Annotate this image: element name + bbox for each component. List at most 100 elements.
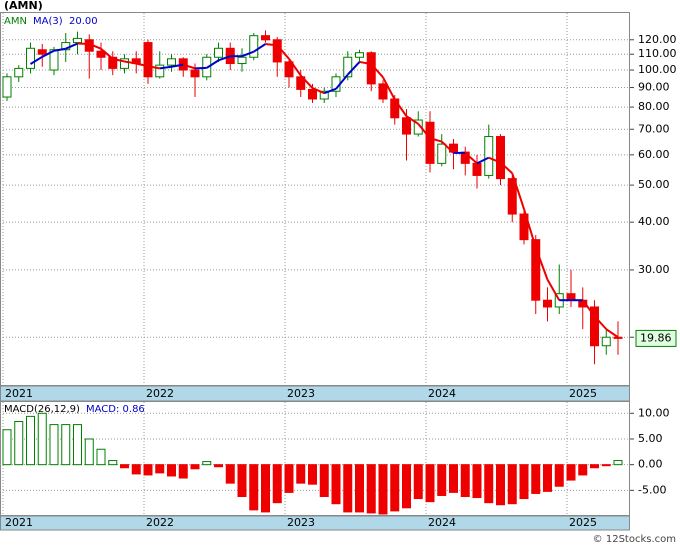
- y-tick-label: 10.00: [638, 406, 670, 419]
- x-tick-label: 2024: [428, 387, 456, 400]
- macd-bar: [567, 465, 575, 480]
- macd-bar: [144, 465, 152, 475]
- chart-title: (AMN): [4, 0, 43, 12]
- macd-bar: [403, 465, 411, 508]
- macd-bar: [332, 465, 340, 504]
- macd-frame: [1, 402, 630, 516]
- candle-body: [544, 300, 552, 307]
- macd-bar: [3, 430, 11, 465]
- macd-bar: [461, 465, 469, 497]
- macd-bar: [391, 465, 399, 511]
- candle-body: [74, 38, 82, 42]
- x-tick-label: 2024: [428, 516, 456, 529]
- macd-bar: [508, 465, 516, 504]
- candle-body: [379, 84, 387, 99]
- macd-bar: [555, 465, 563, 487]
- candle-body: [403, 118, 411, 134]
- macd-bar: [591, 465, 599, 468]
- macd-bar: [85, 439, 93, 465]
- macd-bar: [356, 465, 364, 512]
- candle-body: [614, 337, 622, 338]
- y-tick-label: 60.00: [638, 148, 670, 161]
- candle-body: [356, 53, 364, 58]
- ma-line: [54, 49, 66, 51]
- macd-bar: [320, 465, 328, 497]
- macd-bar: [309, 465, 317, 485]
- candle-body: [391, 99, 399, 118]
- y-tick-label: 120.00: [638, 33, 677, 46]
- macd-bar: [532, 465, 540, 494]
- macd-bar: [544, 465, 552, 492]
- macd-bar: [250, 465, 258, 510]
- macd-bar: [109, 461, 117, 465]
- price-frame: [1, 13, 630, 386]
- candle-body: [426, 122, 434, 163]
- y-tick-label: 30.00: [638, 263, 670, 276]
- macd-bar: [97, 449, 105, 464]
- x-tick-label: 2025: [569, 516, 597, 529]
- candle-body: [262, 36, 270, 40]
- macd-bar: [191, 465, 199, 469]
- y-tick-label: 40.00: [638, 215, 670, 228]
- x-tick-label: 2025: [569, 387, 597, 400]
- candle-body: [438, 144, 446, 163]
- macd-bar: [273, 465, 281, 503]
- y-tick-label: 50.00: [638, 178, 670, 191]
- macd-bar: [426, 465, 434, 502]
- x-tick-label: 2021: [5, 387, 33, 400]
- x-axis-strip: [1, 516, 630, 530]
- candle-body: [15, 68, 23, 76]
- candle-body: [497, 137, 505, 179]
- candle-body: [485, 137, 493, 176]
- y-tick-label: -5.00: [638, 483, 666, 496]
- macd-bar: [450, 465, 458, 493]
- ma-line: [266, 44, 278, 45]
- macd-bar: [344, 465, 352, 512]
- candle-body: [38, 50, 46, 54]
- candle-body: [215, 48, 223, 57]
- y-tick-label: 100.00: [638, 63, 677, 76]
- x-tick-label: 2021: [5, 516, 33, 529]
- macd-bar: [297, 465, 305, 483]
- macd-bar: [179, 465, 187, 478]
- macd-bar: [62, 425, 70, 465]
- candle-body: [250, 36, 258, 58]
- macd-bar: [215, 465, 223, 467]
- macd-bar: [497, 465, 505, 505]
- watermark: © 12Stocks.com: [593, 534, 676, 545]
- macd-bar: [602, 465, 610, 466]
- macd-bar: [38, 413, 46, 464]
- y-tick-label: 70.00: [638, 122, 670, 135]
- macd-bar: [132, 465, 140, 474]
- candle-body: [27, 48, 35, 68]
- ma-line: [606, 329, 618, 337]
- macd-bar: [367, 465, 375, 513]
- macd-bar: [520, 465, 528, 499]
- y-tick-label: 0.00: [638, 458, 663, 471]
- macd-bar: [156, 465, 164, 473]
- macd-bar: [203, 462, 211, 465]
- candle-body: [273, 40, 281, 62]
- x-tick-label: 2022: [146, 516, 174, 529]
- y-tick-label: 80.00: [638, 100, 670, 113]
- macd-bar: [74, 425, 82, 465]
- macd-bar: [285, 465, 293, 493]
- macd-bar: [226, 465, 234, 483]
- macd-bar: [473, 465, 481, 498]
- macd-bar: [168, 465, 176, 476]
- last-price-label: 19.86: [640, 331, 672, 344]
- legend-ma-value: 20.00: [69, 16, 98, 27]
- macd-bar: [238, 465, 246, 497]
- candle-body: [3, 77, 11, 97]
- x-tick-label: 2022: [146, 387, 174, 400]
- macd-bar: [262, 465, 270, 512]
- legend-ticker: AMN: [4, 16, 27, 27]
- y-tick-label: 90.00: [638, 81, 670, 94]
- macd-bar: [579, 465, 587, 475]
- macd-bar: [485, 465, 493, 503]
- candle-body: [144, 43, 152, 77]
- macd-bar: [27, 416, 35, 464]
- candle-body: [602, 337, 610, 346]
- candle-body: [168, 59, 176, 65]
- y-tick-label: 5.00: [638, 432, 663, 445]
